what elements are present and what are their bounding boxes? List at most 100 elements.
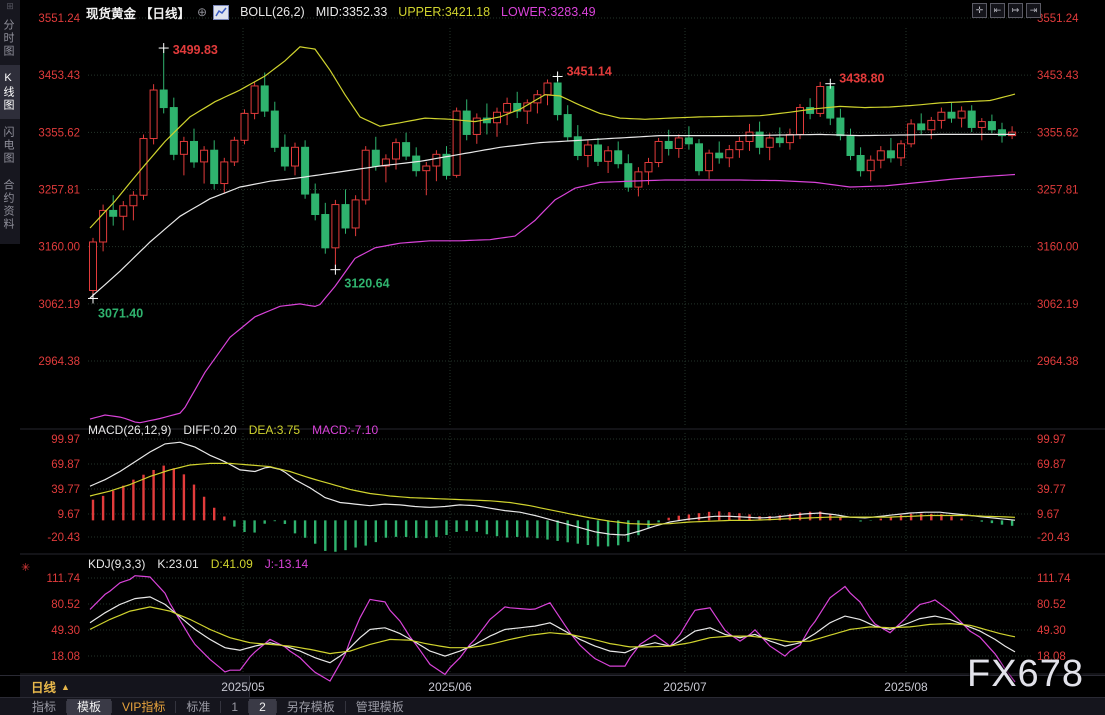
boll-lower-line (89, 173, 1016, 424)
crosshair-icon[interactable]: ✛ (972, 3, 987, 18)
boll-upper-value: UPPER:3421.18 (398, 5, 491, 19)
sidebar-tab-kline-chart[interactable]: K线图 (0, 65, 20, 119)
candle (998, 122, 1006, 143)
sidebar-tab-contract-info[interactable]: 合约资料 (2, 179, 14, 231)
macd-param-label: MACD(26,12,9) (88, 423, 172, 437)
price-axis-label-right: 49.30 (1037, 625, 1066, 637)
candle (240, 109, 249, 145)
candle (886, 137, 895, 163)
macd-diff-value: DIFF:0.20 (183, 423, 237, 437)
price-axis-label-left: 9.67 (58, 509, 80, 521)
sidebar-tab-time-chart[interactable]: 分时图 (2, 19, 14, 58)
xaxis-date-label: 2025/07 (663, 680, 707, 694)
period-arrow-icon: ▲ (61, 681, 70, 692)
candle (897, 140, 905, 167)
price-axis-label-left: -20.43 (47, 532, 80, 544)
candle (856, 147, 865, 177)
boll-upper-line (89, 46, 1016, 229)
candle (806, 98, 815, 120)
candle (179, 136, 188, 176)
macd-dea-line (89, 462, 1016, 526)
kdj-label-row: KDJ(9,3,3) K:23.01 D:41.09 J:-13.14 (88, 557, 308, 571)
candle (967, 105, 976, 133)
candle (99, 204, 108, 252)
candle (513, 91, 522, 119)
price-axis-label-left: 2964.38 (38, 356, 80, 368)
toolbar-item-0[interactable]: 指标 (32, 699, 57, 714)
xaxis-date-label: 2025/05 (221, 680, 265, 694)
price-axis-label-right: 3355.62 (1037, 127, 1079, 139)
pan-right-icon[interactable]: ↦ (1008, 3, 1023, 18)
price-axis-label-left: 3355.62 (38, 127, 80, 139)
toolbar-separator (248, 701, 250, 713)
pan-left-icon[interactable]: ⇤ (990, 3, 1005, 18)
candle (1008, 126, 1017, 140)
candle (745, 123, 754, 151)
sidebar: ⊞ 分时图 K线图 闪电图 合约资料 (0, 0, 20, 715)
price-axis-label-left: 69.87 (51, 459, 80, 471)
candle (291, 142, 299, 176)
price-axis-label-right: 3257.81 (1037, 184, 1079, 196)
price-axis-label-right: 3160.00 (1037, 242, 1079, 254)
candle (765, 133, 774, 161)
price-axis-label-left: 99.97 (51, 434, 80, 446)
candle (190, 128, 198, 168)
toolbar-item-5[interactable]: 2 (249, 698, 276, 715)
candle (947, 102, 956, 123)
kdj-j-value: J:-13.14 (264, 557, 309, 571)
xaxis-date-label: 2025/08 (884, 680, 928, 694)
candle (563, 105, 572, 142)
collapse-right-icon[interactable]: ⇥ (1026, 3, 1041, 18)
candle (573, 125, 582, 161)
price-axis-label-right: 80.52 (1037, 599, 1066, 611)
candle (674, 134, 683, 158)
candle (987, 114, 996, 134)
mini-chart-icon[interactable] (213, 4, 230, 20)
plus-circle-icon[interactable]: ⊕ (197, 5, 208, 19)
price-axis-label-right: 3062.19 (1037, 299, 1079, 311)
kdj-alert-icon[interactable]: ✳ (21, 562, 31, 574)
sidebar-tabs: ⊞ 分时图 K线图 闪电图 合约资料 (0, 0, 20, 244)
price-annotation: 3499.83 (173, 43, 218, 57)
candle (503, 97, 512, 126)
price-axis-label-left: 111.74 (47, 573, 81, 585)
candle (119, 201, 128, 231)
price-axis-label-right: 99.97 (1037, 434, 1066, 446)
candle (876, 146, 885, 169)
toolbar-item-7[interactable]: 管理模板 (355, 699, 404, 714)
period-selector-button[interactable]: 日线 ▲ (20, 676, 250, 697)
candle (785, 128, 794, 150)
candle (846, 128, 855, 161)
toolbar-item-6[interactable]: 另存模板 (286, 699, 335, 714)
price-axis-label-left: 3160.00 (38, 242, 80, 254)
candle (280, 134, 289, 171)
sidebar-tab-lightning-chart[interactable]: 闪电图 (2, 126, 14, 165)
candle (149, 84, 158, 145)
candle (695, 139, 703, 176)
candle (462, 99, 471, 141)
toolbar-item-2[interactable]: VIP指标 (122, 699, 166, 714)
kdj-k-value: K:23.01 (157, 557, 199, 571)
price-axis-label-right: -20.43 (1037, 532, 1070, 544)
toolbar-item-3[interactable]: 标准 (186, 699, 211, 714)
toolbar-item-1[interactable]: 模板 (67, 698, 112, 715)
xaxis-date-label: 2025/06 (428, 680, 472, 694)
candle (927, 116, 936, 140)
candle (533, 90, 542, 114)
candle (250, 81, 259, 120)
candle (816, 81, 825, 117)
symbol-title: 现货黄金 (86, 6, 137, 21)
toolbar-item-4[interactable]: 1 (231, 699, 239, 714)
macd-dea-value: DEA:3.75 (248, 423, 301, 437)
candle (129, 191, 138, 221)
price-axis-label-left: 18.08 (51, 651, 80, 663)
price-annotation: 3451.14 (567, 65, 612, 79)
candle (866, 155, 875, 182)
candle (169, 97, 178, 161)
macd-macd-value: MACD:-7.10 (312, 423, 379, 437)
candle (220, 157, 229, 193)
price-axis-label-left: 3453.43 (38, 70, 80, 82)
price-axis-label-right: 111.74 (1037, 573, 1071, 585)
